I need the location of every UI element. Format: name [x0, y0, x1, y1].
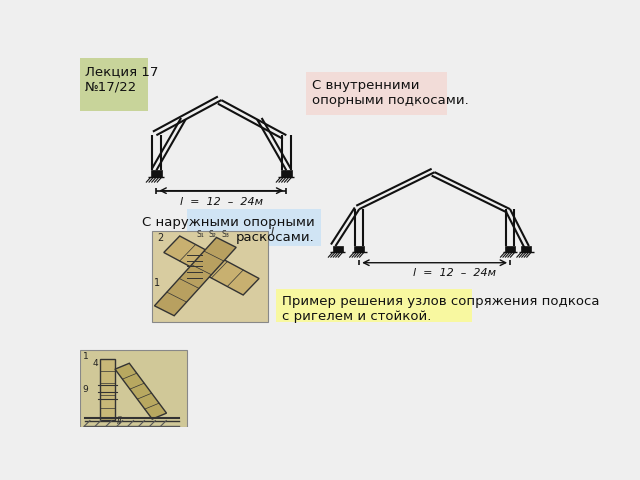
Text: Лекция 17
№17/22: Лекция 17 №17/22: [85, 66, 158, 94]
FancyBboxPatch shape: [355, 246, 364, 252]
FancyBboxPatch shape: [505, 246, 515, 252]
Text: S₃: S₃: [221, 230, 229, 239]
Text: 1: 1: [83, 352, 88, 361]
Text: 1: 1: [154, 277, 161, 288]
FancyBboxPatch shape: [151, 170, 162, 177]
FancyBboxPatch shape: [276, 288, 472, 322]
FancyBboxPatch shape: [80, 58, 148, 111]
FancyBboxPatch shape: [281, 170, 292, 177]
Polygon shape: [100, 359, 115, 420]
FancyBboxPatch shape: [187, 209, 321, 246]
Text: С внутренними
опорными подкосами.: С внутренними опорными подкосами.: [312, 79, 468, 107]
Text: 2: 2: [157, 232, 163, 242]
Polygon shape: [164, 236, 259, 295]
FancyBboxPatch shape: [80, 349, 187, 427]
Text: l  =  12  –  24м: l = 12 – 24м: [413, 268, 496, 278]
Text: Пример решения узлов сопряжения подкоса
с ригелем и стойкой.: Пример решения узлов сопряжения подкоса …: [282, 295, 600, 323]
Polygon shape: [115, 363, 166, 419]
Text: С наружными опорными
раскосами.: С наружными опорными раскосами.: [142, 216, 315, 244]
Text: 9: 9: [83, 385, 88, 394]
Text: II: II: [117, 416, 123, 426]
Text: S₁: S₁: [196, 230, 204, 239]
FancyBboxPatch shape: [522, 246, 531, 252]
Text: I: I: [271, 227, 274, 237]
Text: 4: 4: [92, 359, 98, 368]
FancyBboxPatch shape: [333, 246, 343, 252]
Text: S₂: S₂: [209, 230, 217, 239]
FancyBboxPatch shape: [306, 72, 447, 115]
FancyBboxPatch shape: [152, 231, 269, 322]
Polygon shape: [154, 238, 236, 316]
Text: l  =  12  –  24м: l = 12 – 24м: [180, 197, 263, 207]
